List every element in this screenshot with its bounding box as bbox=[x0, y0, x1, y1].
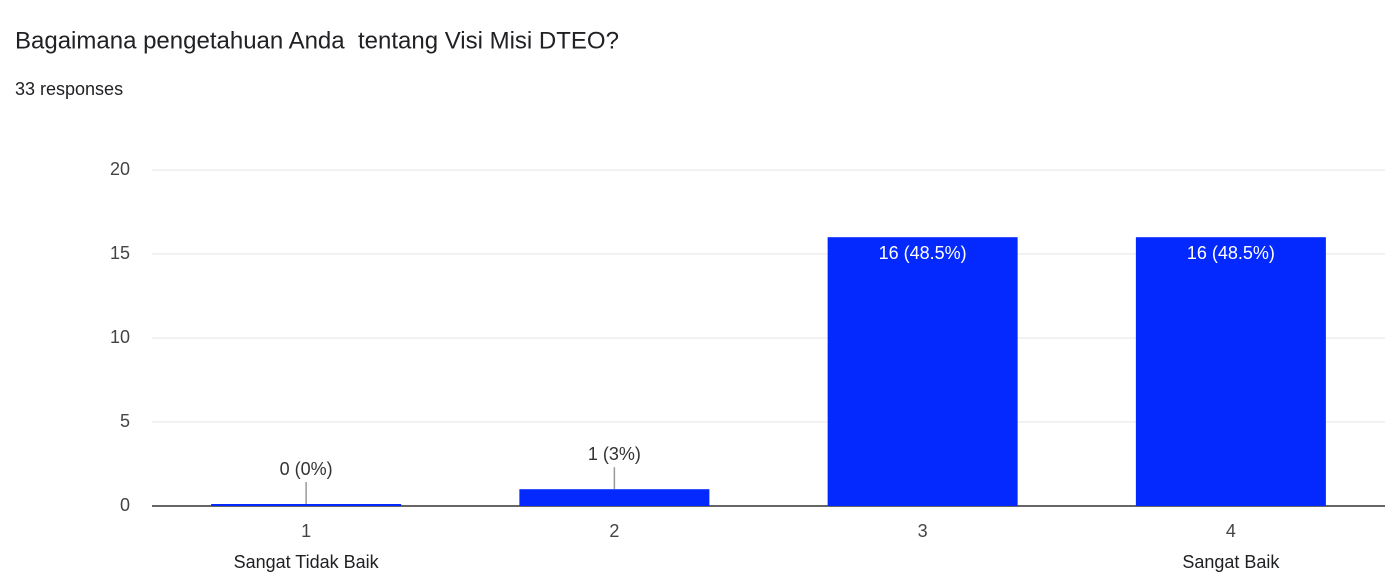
scale-label: Sangat Baik bbox=[1182, 552, 1280, 572]
x-tick-label: 4 bbox=[1226, 521, 1236, 541]
value-label: 1 (3%) bbox=[588, 444, 641, 464]
value-label: 16 (48.5%) bbox=[879, 243, 967, 263]
scale-label: Sangat Tidak Baik bbox=[234, 552, 380, 572]
chart-subtitle: 33 responses bbox=[15, 79, 123, 99]
value-label: 0 (0%) bbox=[280, 459, 333, 479]
y-tick-label: 20 bbox=[110, 159, 130, 179]
bar bbox=[519, 489, 710, 506]
bar bbox=[827, 237, 1018, 506]
y-tick-label: 15 bbox=[110, 243, 130, 263]
bar bbox=[1135, 237, 1326, 506]
x-tick-label: 1 bbox=[301, 521, 311, 541]
y-tick-label: 0 bbox=[120, 495, 130, 515]
x-tick-label: 2 bbox=[609, 521, 619, 541]
chart-title: Bagaimana pengetahuan Anda tentang Visi … bbox=[15, 27, 619, 54]
x-tick-label: 3 bbox=[918, 521, 928, 541]
y-tick-label: 10 bbox=[110, 327, 130, 347]
y-tick-label: 5 bbox=[120, 411, 130, 431]
bar bbox=[211, 504, 402, 506]
value-label: 16 (48.5%) bbox=[1187, 243, 1275, 263]
